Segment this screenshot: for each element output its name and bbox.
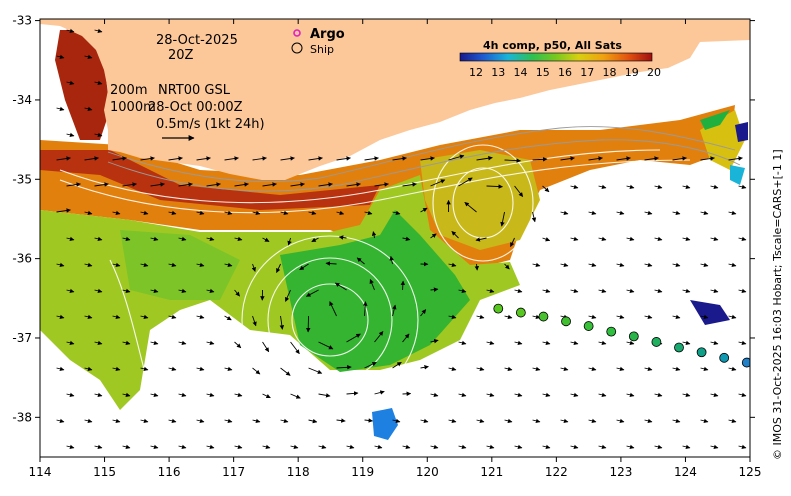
credit-text: © IMOS 31-Oct-2025 16:03 Hobart; Tscale=… [771, 149, 784, 460]
lat-tick-label: -38 [12, 410, 32, 424]
colorbar-gradient [460, 53, 652, 61]
depth-note-1: 200m [110, 83, 147, 98]
lon-tick-label: 125 [739, 465, 762, 479]
ship-track-point [652, 337, 661, 346]
lon-tick-label: 119 [351, 465, 374, 479]
ship-track-point [607, 327, 616, 336]
lat-tick-label: -34 [12, 93, 32, 107]
map-date: 28-Oct-2025 [156, 33, 238, 48]
lon-tick-label: 116 [158, 465, 181, 479]
lon-tick-label: 115 [93, 465, 116, 479]
lon-tick-label: 117 [222, 465, 245, 479]
colorbar-tick-label: 12 [469, 66, 483, 79]
ship-track-point [584, 322, 593, 331]
ship-label: Ship [310, 43, 334, 56]
product-name: NRT00 GSL [158, 83, 231, 98]
colorbar-ticks: 12 13 14 15 16 17 18 19 20 [469, 66, 661, 79]
lon-tick-label: 122 [545, 465, 568, 479]
lat-tick-label: -37 [12, 331, 32, 345]
lat-tick-label: -36 [12, 252, 32, 266]
ship-track-point [629, 332, 638, 341]
colorbar-tick-label: 14 [514, 66, 528, 79]
ship-track-point [539, 312, 548, 321]
ship-track-point [562, 317, 571, 326]
colorbar-tick-label: 16 [558, 66, 572, 79]
argo-label: Argo [310, 27, 345, 42]
ship-track-point [516, 308, 525, 317]
current-vector [403, 281, 404, 290]
lon-tick-label: 118 [287, 465, 310, 479]
colorbar-title: 4h comp, p50, All Sats [483, 39, 622, 52]
lon-tick-label: 124 [674, 465, 697, 479]
ship-track-point [697, 348, 706, 357]
lat-tick-label: -35 [12, 172, 32, 186]
ship-track-point [720, 353, 729, 362]
lon-tick-label: 121 [480, 465, 503, 479]
vector-scale-label: 0.5m/s (1kt 24h) [156, 117, 265, 132]
lat-tick-label: -33 [12, 14, 32, 28]
lon-tick-label: 114 [29, 465, 52, 479]
map-time: 20Z [168, 48, 194, 63]
colorbar-tick-label: 19 [625, 66, 639, 79]
colorbar-tick-label: 17 [580, 66, 594, 79]
colorbar-tick-label: 13 [491, 66, 505, 79]
colorbar-tick-label: 18 [603, 66, 617, 79]
ship-track-point [675, 343, 684, 352]
colorbar-tick-label: 20 [647, 66, 661, 79]
lon-tick-label: 120 [416, 465, 439, 479]
colorbar-tick-label: 15 [536, 66, 550, 79]
lon-tick-label: 123 [609, 465, 632, 479]
analysis-time: 28-Oct 00:00Z [148, 100, 243, 115]
ship-track-point [494, 304, 503, 313]
